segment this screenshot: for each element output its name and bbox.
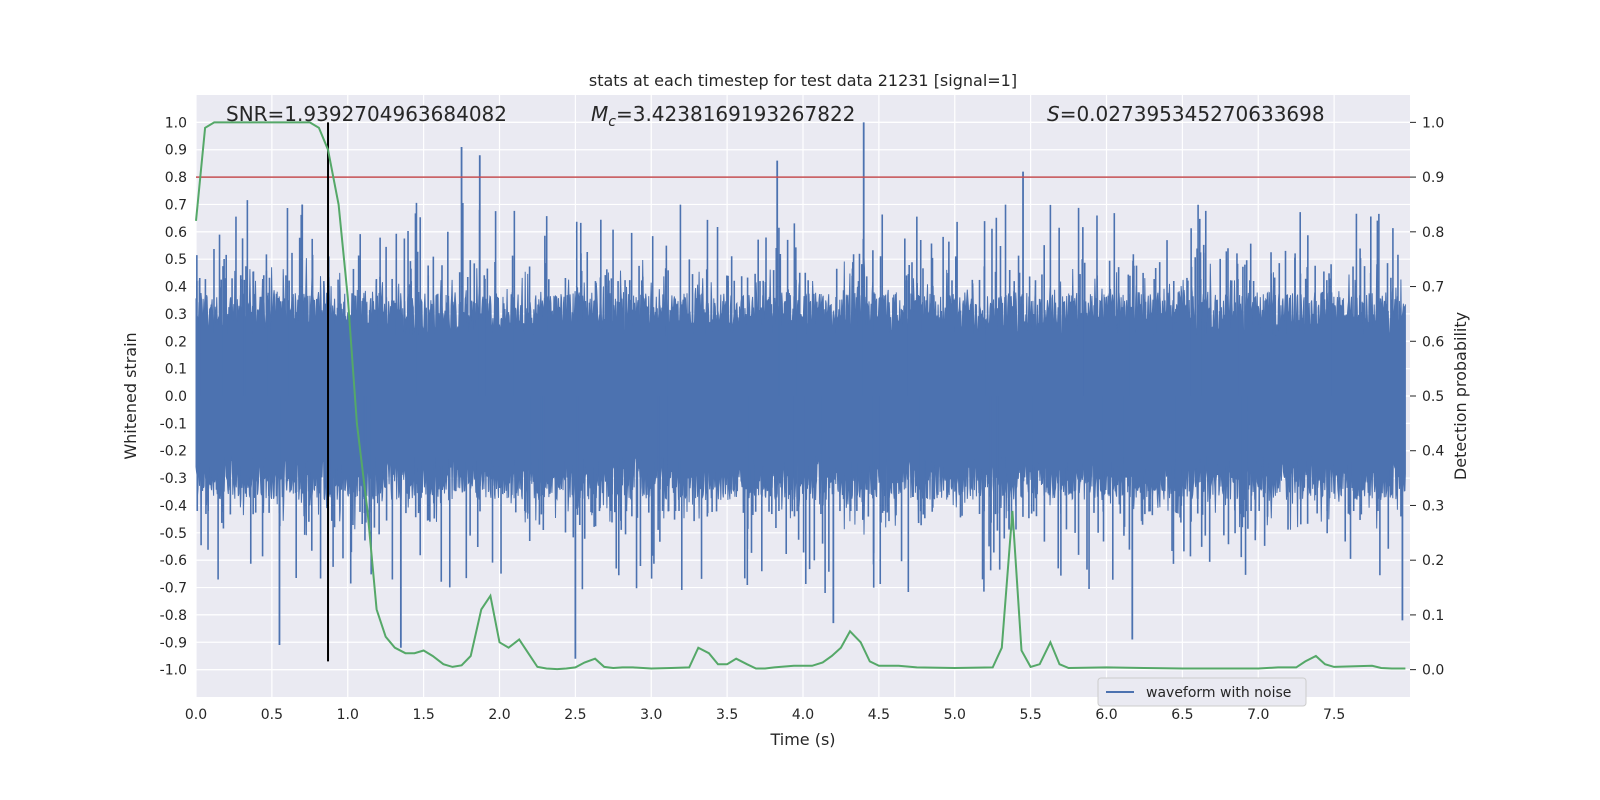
axis-ticks: 0.0 0.5 1.0 1.5 2.0 2.5 3.0 3.5 4.0 4.5 5.0 5.5 6.0 6… xyxy=(160,115,1445,723)
mc-annotation: Mc=3.4238169193267822 xyxy=(591,102,855,130)
legend: waveform with noise xyxy=(1097,677,1307,707)
y2-tick-label: 0.8 xyxy=(1422,225,1444,241)
chart-title: stats at each timestep for test data 212… xyxy=(589,71,1017,90)
x-tick-label: 7.5 xyxy=(1323,707,1345,723)
x-tick-label: 6.5 xyxy=(1171,707,1193,723)
y2-tick-label: 0.0 xyxy=(1422,663,1444,679)
legend-entry-waveform: waveform with noise xyxy=(1146,685,1291,701)
overlay-lines xyxy=(195,121,1410,671)
y2-tick-label: 0.3 xyxy=(1422,498,1444,514)
y-tick-label: 1.0 xyxy=(165,115,187,131)
y-tick-label: -0.5 xyxy=(160,526,187,542)
detection-probability-line xyxy=(195,121,1406,671)
y-tick-label: 0.0 xyxy=(165,389,187,405)
y-tick-label: -0.3 xyxy=(160,471,187,487)
x-tick-label: 5.5 xyxy=(1019,707,1041,723)
x-tick-label: 3.0 xyxy=(640,707,662,723)
x-tick-label: 5.0 xyxy=(944,707,966,723)
mc-symbol: M xyxy=(591,102,608,126)
y-tick-label: 0.5 xyxy=(165,252,187,268)
y2-tick-label: 0.4 xyxy=(1422,444,1444,460)
y-tick-label: 0.7 xyxy=(165,197,187,213)
y-tick-label: -0.9 xyxy=(160,635,187,651)
y-tick-label: -1.0 xyxy=(160,663,187,679)
x-tick-label: 0.5 xyxy=(261,707,283,723)
y2-tick-label: 1.0 xyxy=(1422,115,1444,131)
x-tick-label: 7.0 xyxy=(1247,707,1269,723)
y-tick-label: 0.1 xyxy=(165,362,187,378)
y2-tick-label: 0.2 xyxy=(1422,553,1444,569)
snr-annotation: SNR=1.9392704963684082 xyxy=(226,102,507,126)
y-tick-label: 0.3 xyxy=(165,307,187,323)
y-tick-label: 0.9 xyxy=(165,143,187,159)
x-tick-label: 4.5 xyxy=(868,707,890,723)
y2-tick-label: 0.6 xyxy=(1422,334,1444,350)
y-tick-label: 0.8 xyxy=(165,170,187,186)
s-symbol: S xyxy=(1047,102,1060,126)
y2-tick-label: 0.1 xyxy=(1422,608,1444,624)
x-tick-label: 1.5 xyxy=(412,707,434,723)
s-value: =0.027395345270633698 xyxy=(1060,102,1325,126)
y-tick-label: -0.4 xyxy=(160,498,187,514)
y-tick-label: 0.4 xyxy=(165,280,187,296)
mc-subscript: c xyxy=(608,114,616,130)
y-tick-label: -0.8 xyxy=(160,608,187,624)
y-axis-label: Whitened strain xyxy=(121,332,140,459)
x-tick-label: 2.5 xyxy=(564,707,586,723)
y-tick-label: -0.6 xyxy=(160,553,187,569)
x-tick-label: 0.0 xyxy=(185,707,207,723)
y2-tick-label: 0.7 xyxy=(1422,280,1444,296)
y-tick-label: 0.6 xyxy=(165,225,187,241)
y-tick-label: -0.7 xyxy=(160,581,187,597)
legend-box xyxy=(1097,677,1307,707)
mc-value: =3.4238169193267822 xyxy=(616,102,855,126)
x-tick-label: 3.5 xyxy=(716,707,738,723)
x-tick-label: 6.0 xyxy=(1095,707,1117,723)
x-tick-label: 4.0 xyxy=(792,707,814,723)
x-tick-label: 1.0 xyxy=(337,707,359,723)
y-tick-label: 0.2 xyxy=(165,334,187,350)
x-axis-label: Time (s) xyxy=(769,730,835,749)
waveform-with-noise-series xyxy=(195,122,1406,659)
y2-axis-label: Detection probability xyxy=(1451,312,1470,480)
y2-tick-label: 0.9 xyxy=(1422,170,1444,186)
y2-tick-label: 0.5 xyxy=(1422,389,1444,405)
s-annotation: S=0.027395345270633698 xyxy=(1047,102,1325,126)
y-tick-label: -0.1 xyxy=(160,416,187,432)
x-tick-label: 2.0 xyxy=(488,707,510,723)
y-tick-label: -0.2 xyxy=(160,444,187,460)
